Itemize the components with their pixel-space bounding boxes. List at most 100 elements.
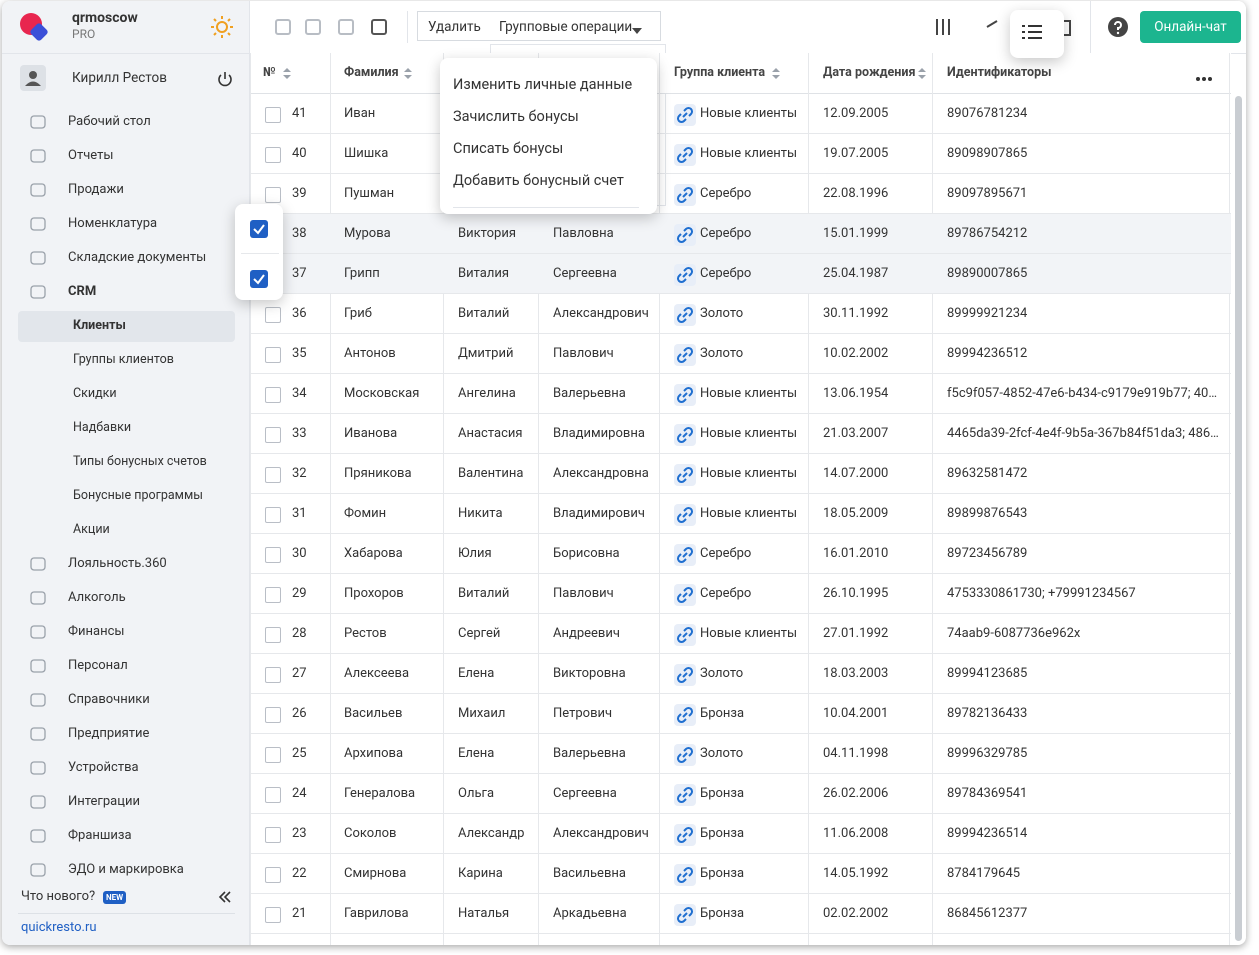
menu-item[interactable]: Персонал — [68, 658, 128, 673]
table-row[interactable] — [250, 454, 1231, 494]
cell: 39 — [292, 186, 307, 201]
menu-item[interactable]: Франшиза — [68, 828, 132, 843]
menu-item[interactable]: ЭДО и маркировка — [68, 862, 184, 877]
whats-new[interactable]: Что нового? — [21, 889, 96, 904]
menu-option[interactable]: Зачислить бонусы — [453, 108, 579, 125]
delete-button[interactable]: Удалить — [417, 11, 492, 41]
cell: Никита — [458, 506, 503, 521]
icon-part — [30, 761, 46, 775]
checkbox-checked[interactable] — [250, 270, 268, 288]
cell: 21.03.2007 — [823, 426, 889, 441]
table-row[interactable] — [250, 654, 1231, 694]
table-row[interactable] — [250, 814, 1231, 854]
checkbox[interactable] — [265, 347, 281, 363]
menu-item[interactable]: Предприятие — [68, 726, 150, 741]
table-row[interactable] — [250, 414, 1231, 454]
checkbox[interactable] — [265, 907, 281, 923]
table-row[interactable] — [250, 894, 1231, 934]
table-row[interactable] — [250, 734, 1231, 774]
checkbox[interactable] — [265, 467, 281, 483]
checkbox[interactable] — [265, 307, 281, 323]
checkbox[interactable] — [265, 587, 281, 603]
cell: Виталия — [458, 266, 509, 281]
table-row[interactable] — [250, 614, 1231, 654]
cell: Новые клиенты — [700, 506, 798, 521]
menu-item[interactable]: Рабочий стол — [68, 114, 151, 129]
column-header[interactable]: Группа клиента — [674, 65, 766, 80]
submenu-item[interactable]: Скидки — [73, 386, 117, 401]
menu-option[interactable]: Изменить личные данные — [453, 76, 633, 93]
menu-item[interactable]: CRM — [68, 284, 97, 299]
table-row[interactable] — [250, 494, 1231, 534]
menu-item[interactable]: Алкоголь — [68, 590, 126, 605]
checkbox[interactable] — [265, 747, 281, 763]
submenu-item[interactable]: Акции — [73, 522, 110, 537]
menu-item[interactable]: Номенклатура — [68, 216, 158, 231]
icon-part — [20, 13, 48, 41]
icon-part — [30, 251, 46, 265]
icon-part — [986, 20, 998, 28]
column-header[interactable]: Идентификаторы — [947, 65, 1052, 80]
chat-button[interactable]: Онлайн-чат — [1140, 11, 1241, 43]
checkbox[interactable] — [265, 507, 281, 523]
icon-part — [30, 149, 46, 163]
table-row[interactable] — [250, 774, 1231, 814]
checkbox[interactable] — [265, 187, 281, 203]
icon-part — [682, 672, 688, 678]
menu-item[interactable]: Складские документы — [68, 250, 207, 265]
menu-item[interactable]: Справочники — [68, 692, 150, 707]
icon-part — [676, 473, 687, 484]
menu-option[interactable]: Списать бонусы — [453, 140, 564, 157]
table-row[interactable] — [250, 694, 1231, 734]
cell: 89784369541 — [947, 786, 1028, 801]
table-row[interactable] — [250, 254, 1231, 294]
group-icon — [674, 664, 696, 690]
menu-item[interactable]: Лояльность.360 — [68, 556, 167, 571]
submenu-item[interactable]: Надбавки — [73, 420, 132, 435]
checkbox-checked[interactable] — [250, 220, 268, 238]
menu-item[interactable]: Интеграции — [68, 794, 140, 809]
menu-item[interactable]: Устройства — [68, 760, 139, 775]
table-row[interactable] — [250, 174, 1231, 214]
checkbox[interactable] — [265, 547, 281, 563]
checkbox[interactable] — [265, 147, 281, 163]
submenu-item[interactable]: Группы клиентов — [73, 352, 174, 367]
cell: Иванова — [344, 426, 398, 441]
table-row[interactable] — [250, 374, 1231, 414]
checkbox[interactable] — [265, 107, 281, 123]
column-header[interactable]: Дата рождения — [823, 65, 916, 80]
icon-part — [30, 115, 46, 129]
checkbox[interactable] — [265, 667, 281, 683]
icon-part — [674, 664, 696, 686]
checkbox[interactable] — [265, 627, 281, 643]
site-link[interactable]: quickresto.ru — [21, 920, 97, 935]
menu-item[interactable]: Финансы — [68, 624, 125, 639]
column-header[interactable]: № — [263, 65, 276, 80]
menu-item[interactable]: Продажи — [68, 182, 124, 197]
checkbox[interactable] — [265, 427, 281, 443]
table-row[interactable] — [250, 294, 1231, 334]
checkbox[interactable] — [265, 867, 281, 883]
table-row[interactable] — [250, 94, 1231, 134]
user-name[interactable]: Кирилл Рестов — [72, 70, 167, 86]
checkbox[interactable] — [265, 707, 281, 723]
checkbox[interactable] — [265, 787, 281, 803]
table-row[interactable] — [250, 854, 1231, 894]
menu-option[interactable]: Добавить бонусный счет — [453, 172, 624, 189]
menu-item[interactable]: Отчеты — [68, 148, 114, 163]
checkbox[interactable] — [265, 827, 281, 843]
table-row[interactable] — [250, 334, 1231, 374]
table-row[interactable] — [250, 534, 1231, 574]
table-row[interactable] — [250, 134, 1231, 174]
submenu-item[interactable]: Бонусные программы — [73, 488, 203, 503]
table-row[interactable] — [250, 214, 1231, 254]
submenu-item[interactable]: Типы бонусных счетов — [73, 454, 207, 469]
icon-part — [683, 346, 694, 357]
column-header[interactable]: Фамилия — [344, 65, 399, 80]
table-row[interactable] — [250, 574, 1231, 614]
submenu-item[interactable]: Клиенты — [73, 318, 126, 333]
checkbox[interactable] — [265, 387, 281, 403]
icon-part — [676, 146, 694, 164]
cell: 32 — [292, 466, 307, 481]
group-ops-button[interactable]: Групповые операции — [489, 11, 662, 41]
